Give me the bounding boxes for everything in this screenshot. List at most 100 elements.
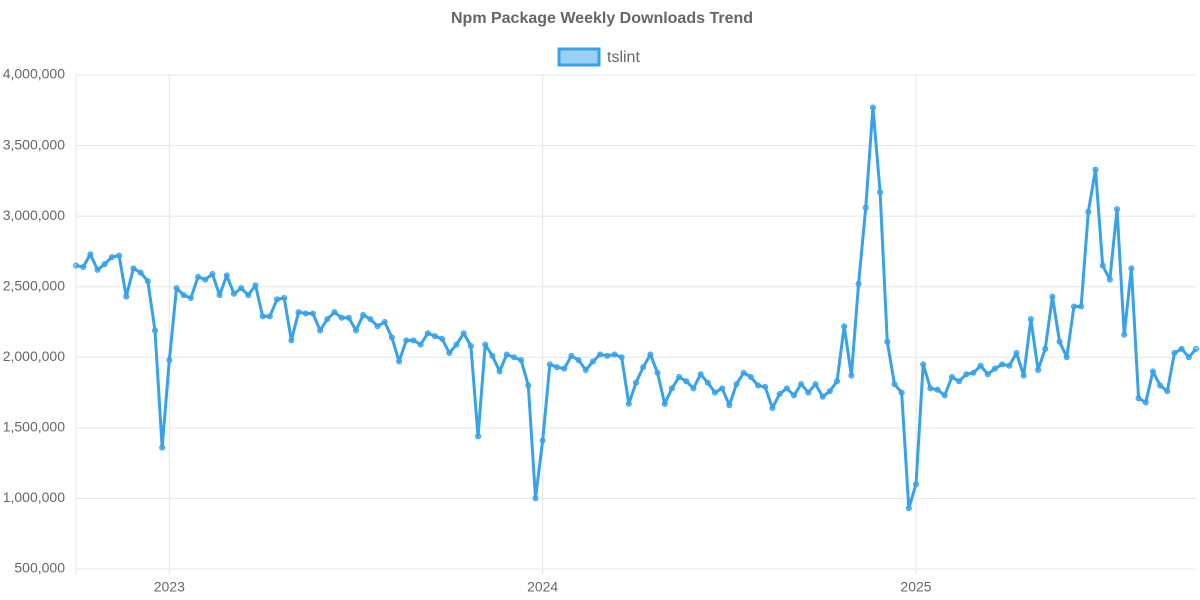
data-point xyxy=(180,292,187,299)
data-point xyxy=(238,285,245,292)
data-point xyxy=(1049,293,1056,300)
data-point xyxy=(1142,399,1149,406)
data-point xyxy=(116,252,123,259)
data-point xyxy=(108,254,115,261)
data-point xyxy=(281,295,288,302)
data-point xyxy=(855,280,862,287)
data-point xyxy=(1092,166,1099,173)
data-point xyxy=(467,342,474,349)
data-point xyxy=(94,266,101,273)
data-point xyxy=(898,389,905,396)
data-point xyxy=(525,382,532,389)
data-point xyxy=(396,358,403,365)
series-line xyxy=(75,105,1198,510)
data-point xyxy=(625,400,632,407)
data-point xyxy=(991,365,998,372)
data-point xyxy=(439,335,446,342)
data-point xyxy=(1042,345,1049,352)
data-point xyxy=(834,378,841,385)
data-point xyxy=(252,282,259,289)
data-point xyxy=(647,351,654,358)
data-point xyxy=(611,351,618,358)
data-point xyxy=(582,366,589,373)
data-point xyxy=(302,310,309,317)
data-point xyxy=(546,361,553,368)
data-point xyxy=(891,381,898,388)
data-point xyxy=(73,262,79,269)
data-point xyxy=(676,374,683,381)
data-point xyxy=(1157,382,1164,389)
data-point xyxy=(869,104,876,111)
data-point xyxy=(431,333,438,340)
data-point xyxy=(848,372,855,379)
data-point xyxy=(999,361,1006,368)
data-point xyxy=(482,341,489,348)
data-point xyxy=(1193,345,1199,352)
data-point xyxy=(877,189,884,196)
data-point xyxy=(963,371,970,378)
data-point xyxy=(783,385,790,392)
data-point xyxy=(331,309,338,316)
data-point xyxy=(345,314,352,321)
data-point xyxy=(790,392,797,399)
data-point xyxy=(1106,276,1113,283)
data-point xyxy=(654,369,661,376)
data-point xyxy=(539,437,546,444)
data-point xyxy=(403,337,410,344)
data-point xyxy=(1178,345,1185,352)
data-point xyxy=(604,352,611,359)
data-point xyxy=(905,505,912,512)
data-point xyxy=(259,313,266,320)
data-point xyxy=(948,374,955,381)
data-point xyxy=(819,393,826,400)
data-point xyxy=(697,371,704,378)
data-point xyxy=(195,273,202,280)
data-point xyxy=(101,261,108,268)
y-tick-label: 3,000,000 xyxy=(3,207,65,223)
data-point xyxy=(1078,303,1085,310)
data-point xyxy=(941,392,948,399)
data-point xyxy=(913,481,919,488)
data-point xyxy=(1164,388,1171,395)
data-point xyxy=(266,313,273,320)
data-point xyxy=(640,364,647,371)
data-point xyxy=(1185,354,1192,361)
data-point xyxy=(144,278,151,285)
data-point xyxy=(417,341,424,348)
data-point xyxy=(360,311,367,318)
data-point xyxy=(884,338,891,345)
data-point xyxy=(661,400,668,407)
y-tick-label: 1,500,000 xyxy=(3,419,65,435)
data-point xyxy=(317,327,324,334)
data-point xyxy=(475,433,482,440)
data-point xyxy=(424,330,431,337)
data-point xyxy=(568,352,575,359)
data-point xyxy=(1013,350,1020,357)
data-point xyxy=(762,383,769,390)
y-tick-label: 3,500,000 xyxy=(3,136,65,152)
data-point xyxy=(1035,366,1042,373)
data-point xyxy=(668,385,675,392)
data-point xyxy=(503,351,510,358)
x-tick-label: 2025 xyxy=(900,579,931,595)
data-point xyxy=(554,364,561,371)
data-point xyxy=(1149,368,1156,375)
data-point xyxy=(367,316,374,323)
data-point xyxy=(159,444,166,451)
data-point xyxy=(1006,362,1013,369)
data-point xyxy=(1085,208,1092,215)
data-point xyxy=(1020,372,1027,379)
data-point xyxy=(388,334,395,341)
data-point xyxy=(920,361,927,368)
data-point xyxy=(747,374,754,381)
data-point xyxy=(726,402,733,409)
data-point xyxy=(1070,303,1077,310)
y-tick-label: 500,000 xyxy=(14,560,65,576)
data-point xyxy=(381,319,388,325)
data-point xyxy=(309,310,316,317)
data-point xyxy=(927,385,934,392)
data-point xyxy=(841,323,848,330)
y-tick-label: 1,000,000 xyxy=(3,489,65,505)
data-point xyxy=(137,269,144,276)
data-point xyxy=(295,309,302,316)
